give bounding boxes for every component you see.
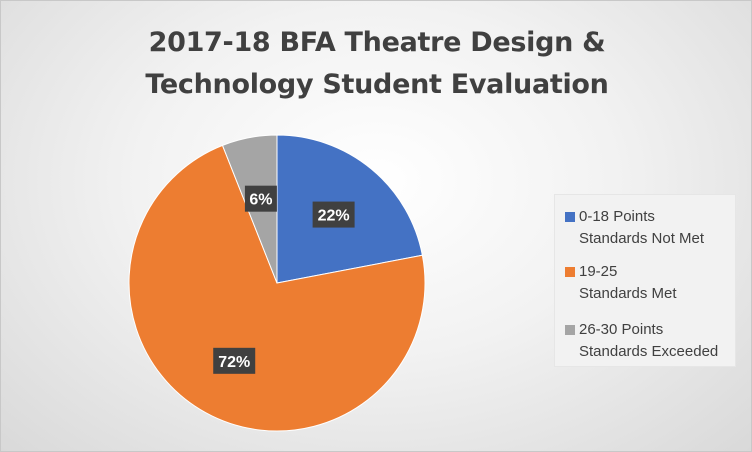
data-label-text: 72%	[218, 354, 250, 371]
data-label-met: 72%	[213, 347, 256, 374]
chart-title-line-2: Technology Student Evaluation	[145, 69, 609, 100]
legend-label-exceeded: 26-30 Points Standards Exceeded	[579, 319, 718, 363]
pie-slice-met	[128, 144, 426, 432]
data-label-box	[244, 185, 277, 212]
chart-legend: 0-18 Points Standards Not Met 19-25 Stan…	[554, 194, 736, 367]
legend-swatch-met	[565, 267, 575, 277]
legend-swatch-not-met	[565, 212, 575, 222]
data-label-not-met: 22%	[312, 201, 355, 228]
legend-label-line: 0-18 Points	[579, 208, 655, 225]
legend-label-line: Standards Exceeded	[579, 343, 719, 360]
legend-label-line: Standards Not Met	[579, 230, 705, 247]
legend-label-line: Standards Met	[579, 285, 677, 302]
legend-label-line: 19-25	[579, 263, 618, 280]
data-label-text: 6%	[249, 192, 272, 209]
legend-label-met: 19-25 Standards Met	[579, 261, 677, 305]
chart-title-line-1: 2017-18 BFA Theatre Design &	[148, 27, 606, 58]
data-label-box	[213, 347, 256, 374]
legend-swatch-exceeded	[565, 325, 575, 335]
data-label-text: 22%	[318, 208, 350, 225]
legend-label-line: 26-30 Points	[579, 321, 664, 338]
legend-label-not-met: 0-18 Points Standards Not Met	[579, 206, 704, 250]
data-label-exceeded: 6%	[244, 185, 277, 212]
data-label-box	[312, 201, 355, 228]
